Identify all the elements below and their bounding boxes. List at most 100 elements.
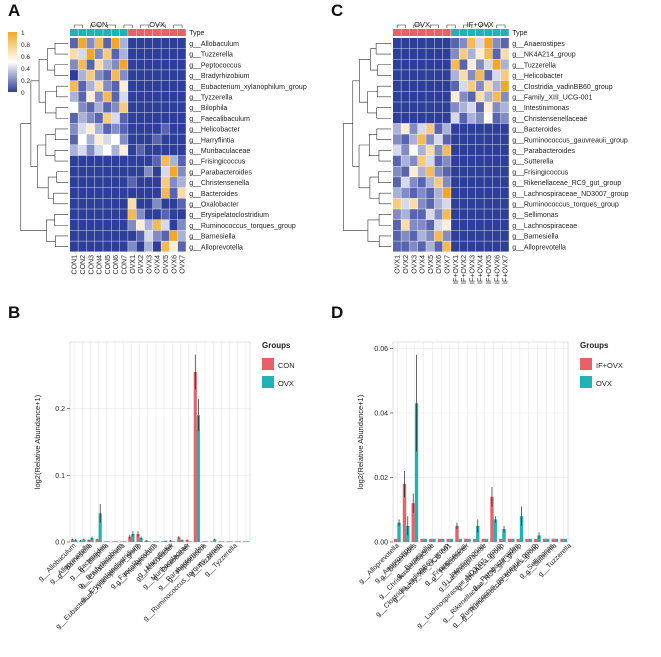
heatmap-cell xyxy=(94,166,103,177)
heatmap-cell xyxy=(169,230,178,241)
bar-if-ovx xyxy=(490,496,494,542)
heatmap-cell xyxy=(426,230,435,241)
heatmap-cell xyxy=(500,219,509,231)
heatmap-cell xyxy=(442,219,451,231)
heatmap-cell xyxy=(393,134,401,145)
heatmap-cell xyxy=(169,102,178,113)
heatmap-cell xyxy=(169,198,178,209)
heatmap-cell xyxy=(153,80,161,92)
heatmap-cell xyxy=(476,102,484,113)
heatmap-cell xyxy=(426,123,435,134)
heatmap-cell xyxy=(484,187,493,199)
heatmap-cell xyxy=(492,155,501,166)
heatmap-cell xyxy=(78,145,87,156)
type-bar-cell xyxy=(78,29,87,36)
heatmap-cell xyxy=(442,59,451,70)
heatmap-cell xyxy=(103,145,112,156)
heatmap-cell xyxy=(393,112,401,124)
row-dendrogram-A xyxy=(20,43,68,247)
panel-label-A: A xyxy=(8,1,20,20)
bar-ovx xyxy=(432,538,436,542)
row-label: g__Barnesiella xyxy=(512,234,558,241)
type-bar-cell xyxy=(161,29,170,36)
heatmap-cell xyxy=(393,91,401,102)
color-scale-tick: 1 xyxy=(21,30,25,37)
heatmap-cell xyxy=(70,112,78,124)
heatmap-cell xyxy=(500,59,509,70)
heatmap-cell xyxy=(393,102,401,113)
heatmap-cell xyxy=(94,91,103,102)
column-dendrogram-C xyxy=(396,24,506,28)
heatmap-cell xyxy=(467,155,476,166)
heatmap-cell xyxy=(500,145,509,156)
bar-ovx xyxy=(229,541,233,542)
heatmap-cell xyxy=(401,80,410,92)
heatmap-cell xyxy=(111,80,120,92)
heatmap-cell xyxy=(144,38,153,49)
row-label: g__Peptococcus xyxy=(189,62,241,69)
heatmap-cell xyxy=(70,38,78,49)
heatmap-cell xyxy=(492,177,501,188)
bar-con xyxy=(169,540,173,542)
heatmap-cell xyxy=(500,123,509,134)
heatmap-cell xyxy=(111,145,120,156)
heatmap-cell xyxy=(484,155,493,166)
row-label: g__Family_XIII_UCG-001 xyxy=(512,95,592,102)
heatmap-cell xyxy=(426,219,435,231)
color-scale-tick: 0.8 xyxy=(21,42,30,49)
heatmap-cell xyxy=(484,70,493,81)
heatmap-cell xyxy=(409,48,418,59)
heatmap-cell xyxy=(153,145,161,156)
heatmap-cell xyxy=(111,155,120,166)
heatmap-cell xyxy=(169,91,178,102)
bar-ovx xyxy=(414,403,419,542)
heatmap-cell xyxy=(409,187,418,199)
heatmap-cell xyxy=(86,198,95,209)
heatmap-cell xyxy=(169,145,178,156)
bar-ovx xyxy=(423,538,427,542)
heatmap-cell xyxy=(119,187,128,199)
heatmap-cell xyxy=(476,241,484,252)
heatmap-cell xyxy=(136,145,145,156)
bar-con xyxy=(226,541,230,542)
heatmap-cell xyxy=(417,230,426,241)
heatmap-cell xyxy=(476,38,484,49)
column-label: CON7 xyxy=(121,255,128,275)
heatmap-cell xyxy=(417,48,426,59)
heatmap-cell xyxy=(401,219,410,231)
row-label: g__Harryflintia xyxy=(189,137,234,144)
heatmap-cell xyxy=(94,219,103,231)
y-tick-label: 0.0 xyxy=(55,540,65,547)
heatmap-cell xyxy=(467,123,476,134)
column-dendrogram-A xyxy=(73,24,183,28)
heatmap-cell xyxy=(434,198,443,209)
bar-ovx xyxy=(511,538,515,542)
row-label: g__Bacteroides xyxy=(189,191,238,198)
heatmap-cell xyxy=(492,48,501,59)
heatmap-cell xyxy=(393,166,401,177)
heatmap-cell xyxy=(119,112,128,124)
heatmap-cell xyxy=(103,155,112,166)
heatmap-cell xyxy=(409,70,418,81)
heatmap-cell xyxy=(459,241,468,252)
heatmap-cell xyxy=(500,198,509,209)
heatmap-cell xyxy=(409,155,418,166)
heatmap-cell xyxy=(128,48,136,59)
heatmap-cell xyxy=(86,145,95,156)
type-bar-cell xyxy=(409,29,418,36)
heatmap-cell xyxy=(128,155,136,166)
heatmap-cell xyxy=(78,241,87,252)
heatmap-cell xyxy=(467,198,476,209)
heatmap-cell xyxy=(417,38,426,49)
heatmap-cell xyxy=(161,80,170,92)
heatmap-cell xyxy=(94,145,103,156)
heatmap-cell xyxy=(161,134,170,145)
bar-ovx xyxy=(493,519,497,542)
heatmap-cell xyxy=(153,48,161,59)
heatmap-cell xyxy=(119,48,128,59)
heatmap-cell xyxy=(86,91,95,102)
heatmap-cell xyxy=(401,70,410,81)
heatmap-cell xyxy=(78,112,87,124)
column-label: CON2 xyxy=(80,255,87,275)
heatmap-cell xyxy=(86,102,95,113)
